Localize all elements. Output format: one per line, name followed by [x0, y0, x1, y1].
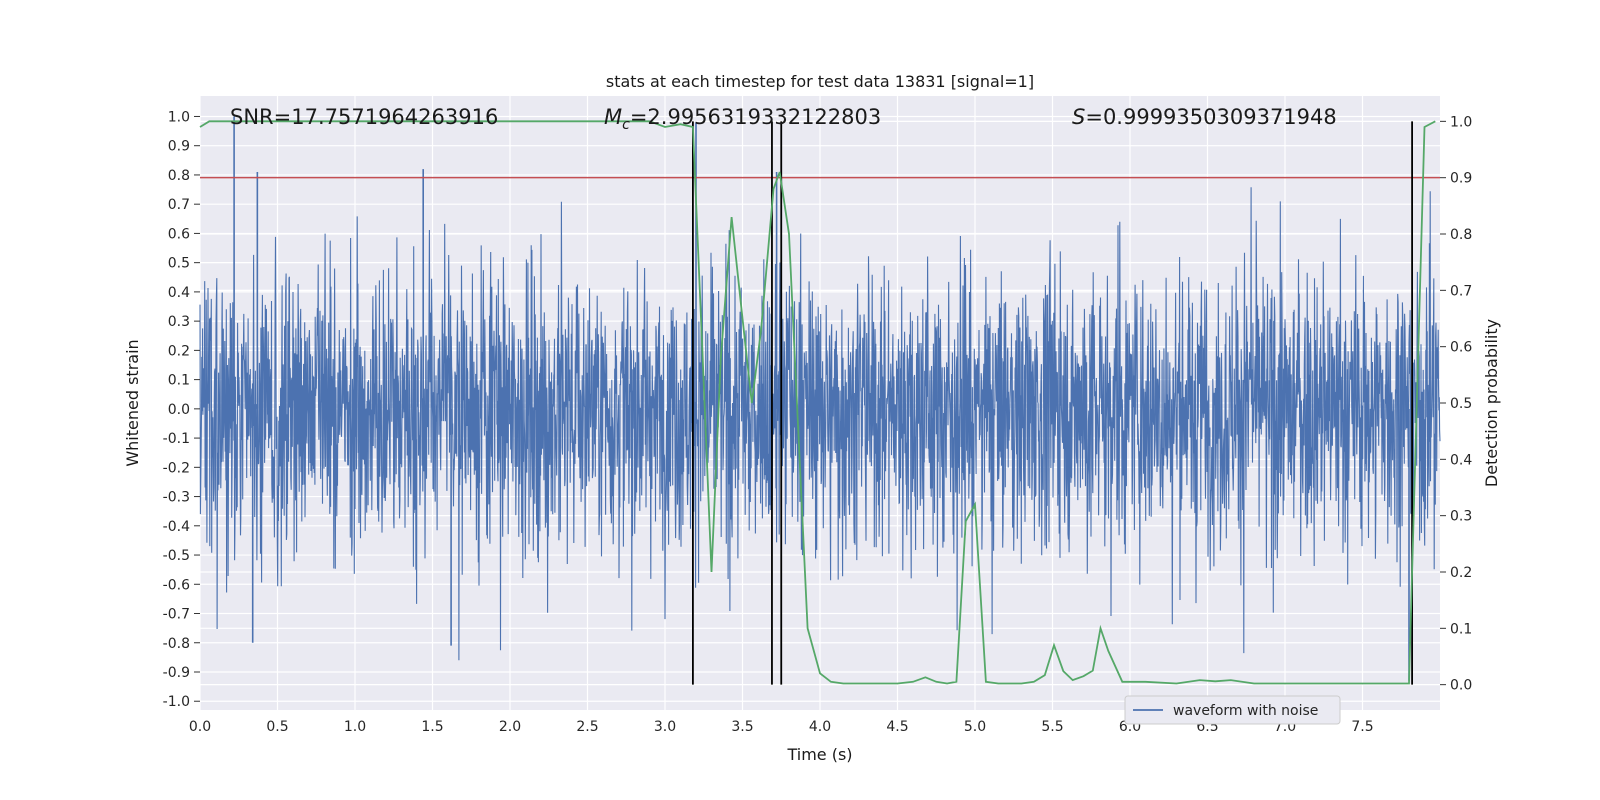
snr-annotation: SNR=17.7571964263916: [230, 105, 498, 129]
mc-symbol: M: [604, 105, 622, 129]
y-tick-label: 1.0: [168, 109, 190, 125]
y2-tick-label: 1.0: [1450, 114, 1472, 130]
y2-tick-label: 0.5: [1450, 396, 1472, 412]
x-tick-label: 5.5: [1041, 719, 1063, 735]
waveform-line: [199, 187, 1441, 661]
legend: waveform with noise: [1124, 695, 1341, 725]
mc-annotation: Mc=2.9956319332122803: [604, 105, 881, 133]
x-tick-label: 5.0: [964, 719, 986, 735]
y2-tick-label: 0.6: [1450, 340, 1472, 356]
mc-subscript: c: [622, 117, 630, 133]
y2-axis-label: Detection probability: [1482, 319, 1501, 487]
x-tick-label: 0.0: [189, 719, 211, 735]
s-value: =0.9999350309371948: [1085, 105, 1336, 129]
y-tick-label: 0.2: [168, 343, 190, 359]
y2-tick-label: 0.7: [1450, 283, 1472, 299]
x-axis-label: Time (s): [786, 745, 852, 764]
y-tick-label: 0.1: [168, 373, 190, 389]
chart-title: stats at each timestep for test data 138…: [606, 72, 1034, 91]
x-tick-label: 2.5: [576, 719, 598, 735]
y-tick-label: 0.5: [168, 256, 190, 272]
y2-tick-label: 0.0: [1450, 678, 1472, 694]
x-axis-ticks: 0.0 0.5 1.0 1.5 2.0 2.5 3.0 3.5 4.0 4.5 5.0 5.5 6.0 6…: [189, 719, 1374, 735]
y-tick-label: -0.3: [163, 490, 190, 506]
probability-series: [199, 120, 1436, 685]
x-tick-label: 1.0: [344, 719, 366, 735]
y-tick-label: 0.8: [168, 168, 190, 184]
y-tick-label: -0.7: [163, 607, 190, 623]
x-tick-label: 2.0: [499, 719, 521, 735]
y-tick-label: 0.9: [168, 139, 190, 155]
y-tick-label: -0.2: [163, 460, 190, 476]
y2-axis-ticks: 0.0 0.1 0.2 0.3 0.4 0.5 0.6 0.7 0.8 0.9 1.0: [1440, 114, 1472, 694]
probability-line: [199, 120, 1436, 685]
y-tick-label: -0.9: [163, 665, 190, 681]
y2-tick-label: 0.3: [1450, 509, 1472, 525]
y-axis-label: Whitened strain: [123, 339, 142, 466]
x-tick-label: 0.5: [266, 719, 288, 735]
y-tick-label: 0.0: [168, 402, 190, 418]
y-tick-label: 0.6: [168, 226, 190, 242]
y-tick-label: 0.4: [168, 285, 190, 301]
y2-tick-label: 0.1: [1450, 621, 1472, 637]
y-tick-label: -0.4: [163, 519, 190, 535]
legend-box: [1124, 695, 1341, 725]
x-tick-label: 4.0: [809, 719, 831, 735]
s-annotation: S=0.9999350309371948: [1072, 105, 1337, 129]
x-tick-label: 3.5: [731, 719, 753, 735]
x-tick-label: 7.5: [1351, 719, 1373, 735]
y-tick-label: 0.3: [168, 314, 190, 330]
mc-value: =2.9956319332122803: [630, 105, 881, 129]
x-tick-label: 3.0: [654, 719, 676, 735]
y2-tick-label: 0.4: [1450, 452, 1472, 468]
y2-tick-label: 0.8: [1450, 227, 1472, 243]
s-symbol: S: [1072, 105, 1085, 129]
y-tick-label: -0.5: [163, 548, 190, 564]
y2-tick-label: 0.9: [1450, 171, 1472, 187]
x-tick-label: 1.5: [421, 719, 443, 735]
waveform-series: [199, 116, 1441, 681]
y-tick-label: 0.7: [168, 197, 190, 213]
x-tick-label: 4.5: [886, 719, 908, 735]
y-axis-ticks: -1.0 -0.9 -0.8 -0.7 -0.6 -0.5 -0.4 -0.3 -0.2 -0.1…: [163, 109, 200, 710]
y-tick-label: -0.1: [163, 431, 190, 447]
y-tick-label: -0.6: [163, 577, 190, 593]
y2-tick-label: 0.2: [1450, 565, 1472, 581]
legend-label: waveform with noise: [1173, 703, 1318, 719]
y-tick-label: -1.0: [163, 694, 190, 710]
y-tick-label: -0.8: [163, 636, 190, 652]
